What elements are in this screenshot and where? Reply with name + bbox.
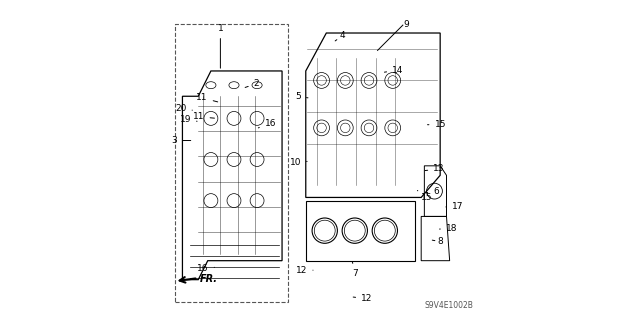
Text: 7: 7 — [353, 262, 358, 278]
Text: 15: 15 — [417, 190, 432, 202]
Text: 17: 17 — [446, 202, 463, 211]
Text: 16: 16 — [259, 119, 276, 128]
Text: 5: 5 — [295, 92, 308, 101]
Text: 6: 6 — [426, 187, 439, 196]
Text: FR.: FR. — [200, 274, 218, 284]
Text: 3: 3 — [172, 136, 191, 145]
Text: 12: 12 — [296, 266, 313, 275]
Text: 14: 14 — [385, 66, 403, 75]
Text: 15: 15 — [428, 120, 446, 129]
Text: 20: 20 — [175, 104, 193, 113]
Text: 11: 11 — [196, 93, 218, 102]
Text: 13: 13 — [425, 165, 445, 174]
Text: 18: 18 — [440, 224, 458, 233]
Text: 8: 8 — [432, 237, 444, 246]
Text: 4: 4 — [335, 31, 345, 41]
Text: 9: 9 — [404, 20, 410, 29]
Text: 19: 19 — [179, 115, 197, 124]
Text: 16: 16 — [197, 264, 214, 273]
Text: 11: 11 — [193, 112, 214, 121]
Text: S9V4E1002B: S9V4E1002B — [424, 301, 474, 310]
Text: 10: 10 — [289, 158, 307, 167]
Text: 1: 1 — [218, 24, 223, 68]
Text: 2: 2 — [245, 79, 259, 88]
Text: 12: 12 — [353, 294, 372, 303]
